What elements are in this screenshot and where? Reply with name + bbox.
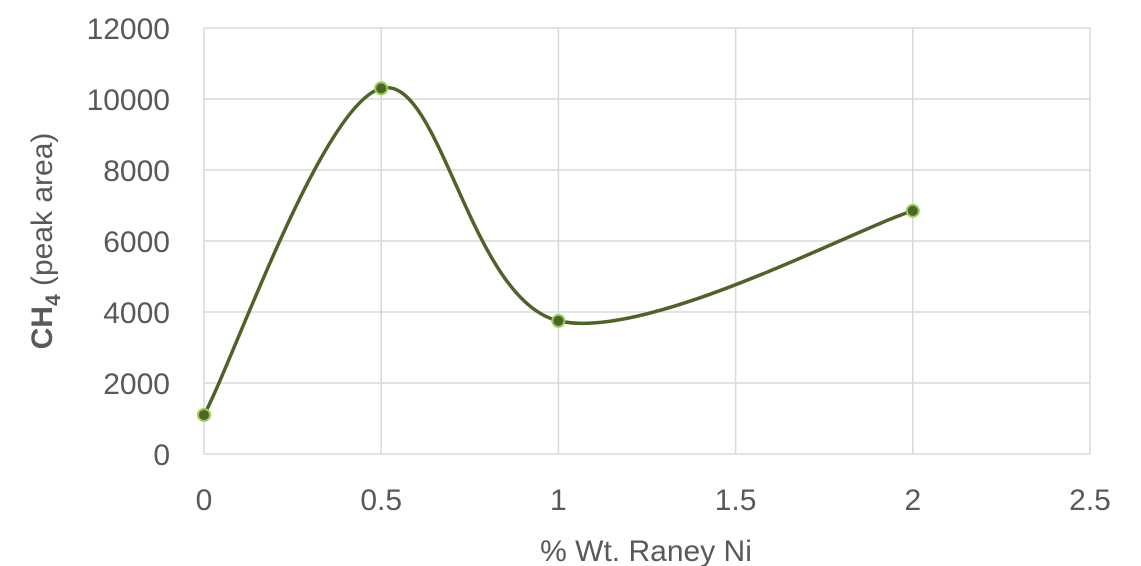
y-tick-label: 0 [153, 439, 170, 472]
x-tick-label: 0.5 [360, 484, 402, 517]
x-tick-labels: 0 0.5 1 1.5 2 2.5 [196, 484, 1111, 517]
y-tick-label: 8000 [103, 155, 170, 188]
series [197, 81, 920, 422]
y-gridlines [204, 27, 1090, 384]
y-tick-label: 4000 [103, 297, 170, 330]
data-point [905, 203, 920, 218]
x-tick-label: 0 [196, 484, 213, 517]
y-axis-title-subscript: 4 [42, 294, 65, 306]
x-tick-label: 2.5 [1069, 484, 1111, 517]
y-tick-label: 10000 [87, 84, 170, 117]
x-tick-label: 1.5 [715, 484, 757, 517]
y-tick-labels: 0 2000 4000 6000 8000 10000 12000 [87, 13, 170, 472]
x-axis-title: % Wt. Raney Ni [540, 535, 752, 566]
x-tick-label: 1 [550, 484, 567, 517]
y-tick-label: 2000 [103, 368, 170, 401]
series-line [202, 86, 915, 417]
y-tick-label: 12000 [87, 13, 170, 46]
data-point [374, 81, 389, 96]
y-tick-label: 6000 [103, 226, 170, 259]
data-point [197, 407, 211, 422]
y-axis-title-suffix: (peak area) [26, 133, 59, 295]
y-axis-title: CH4 (peak area) [26, 133, 65, 350]
x-tick-label: 2 [904, 484, 921, 517]
y-axis-title-main: CH [26, 306, 59, 349]
plot-axes [203, 28, 1090, 455]
data-point [551, 313, 566, 328]
